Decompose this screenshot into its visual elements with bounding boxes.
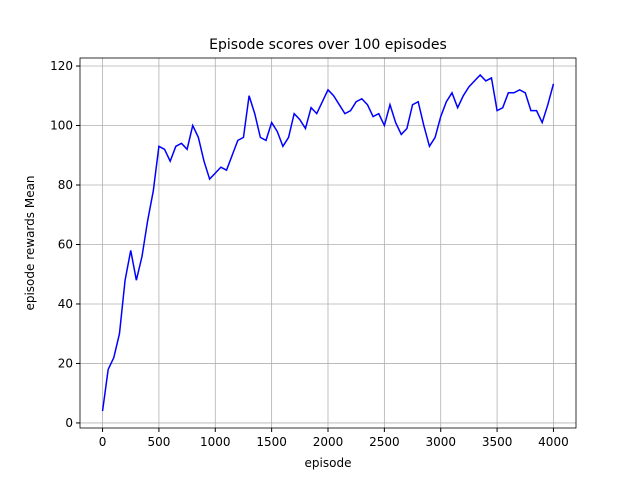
y-tick-label: 20: [58, 356, 73, 370]
x-tick-label: 3000: [425, 435, 456, 449]
x-tick-label: 500: [147, 435, 170, 449]
y-tick-label: 0: [65, 416, 73, 430]
x-axis-label: episode: [305, 456, 352, 470]
y-axis-label: episode rewards Mean: [23, 175, 37, 310]
x-tick-label: 0: [99, 435, 107, 449]
y-tick-label: 120: [50, 59, 73, 73]
y-tick-label: 80: [58, 178, 73, 192]
x-tick-label: 2500: [369, 435, 400, 449]
y-tick-label: 40: [58, 297, 73, 311]
line-series: [101, 73, 555, 412]
chart-title: Episode scores over 100 episodes: [209, 37, 447, 53]
plot-frame: [79, 57, 577, 429]
y-tick-label: 100: [50, 119, 73, 133]
x-tick-label: 1000: [200, 435, 231, 449]
x-tick-label: 2000: [313, 435, 344, 449]
x-tick-label: 4000: [538, 435, 569, 449]
x-tick-label: 3500: [482, 435, 513, 449]
y-tick-label: 60: [58, 237, 73, 251]
x-tick-label: 1500: [256, 435, 287, 449]
